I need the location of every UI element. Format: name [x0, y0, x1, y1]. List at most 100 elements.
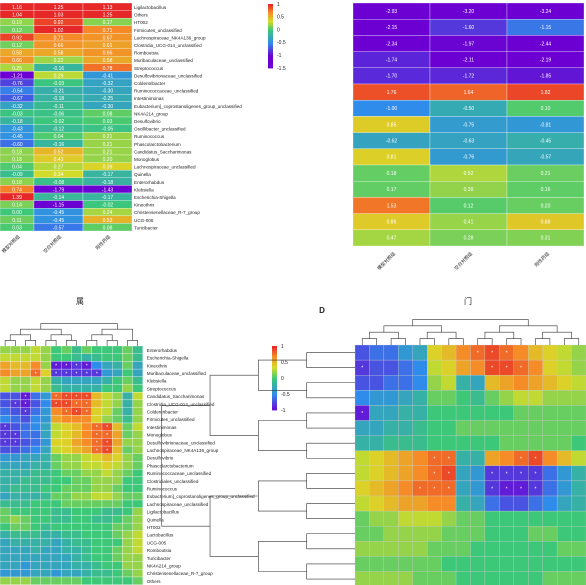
cell-value-label: -2.19 — [540, 58, 552, 64]
heatmap-cell — [30, 438, 41, 447]
heatmap-cell — [82, 223, 133, 232]
heatmap-cell — [10, 546, 21, 555]
significance-marker: * — [96, 441, 98, 447]
heatmap-cell — [71, 492, 82, 501]
dendrogram-link — [50, 334, 72, 341]
heatmap-cell — [112, 484, 123, 493]
heatmap-cell — [571, 465, 586, 482]
heatmap-cell — [528, 556, 543, 572]
heatmap-cell — [571, 450, 586, 466]
heatmap-cell — [91, 499, 103, 508]
heatmap-cell — [40, 499, 52, 508]
heatmap-cell — [441, 344, 457, 361]
heatmap-cell — [112, 438, 123, 447]
colorbar-segment — [272, 394, 277, 396]
cell-value-label: 0.19 — [12, 20, 22, 26]
heatmap-cell — [10, 569, 21, 578]
heatmap-cell — [20, 469, 31, 478]
heatmap-cell — [71, 553, 82, 562]
heatmap-cell — [383, 556, 399, 572]
heatmap-cell — [542, 435, 558, 451]
heatmap-cell — [528, 405, 543, 421]
heatmap-cell — [499, 510, 514, 527]
heatmap-cell — [101, 345, 113, 354]
heatmap-cell — [427, 571, 442, 585]
heatmap-cell — [30, 399, 41, 408]
heatmap-cell — [513, 526, 529, 542]
heatmap-cell — [528, 390, 543, 406]
cell-value-label: -3.24 — [540, 9, 552, 15]
heatmap-cell — [10, 376, 21, 385]
heatmap-cell — [61, 461, 72, 470]
heatmap-cell — [369, 526, 385, 542]
cell-value-label: -0.18 — [11, 119, 23, 125]
heatmap-cell — [10, 368, 21, 377]
heatmap-cell — [91, 415, 103, 424]
colorbar-segment — [272, 400, 277, 403]
row-label: Candidatus_Saccharimonas — [134, 149, 192, 154]
heatmap-cell — [112, 530, 123, 539]
dendrogram-link — [484, 331, 515, 339]
cell-value-label: 0.88 — [541, 220, 551, 226]
heatmap-cell — [427, 495, 442, 512]
heatmap-cell — [383, 435, 399, 451]
heatmap-cell — [81, 576, 92, 585]
heatmap-cell — [122, 538, 133, 547]
cell-value-label: 1.39 — [12, 195, 22, 201]
heatmap-cell — [81, 430, 92, 439]
heatmap-cell — [101, 561, 113, 570]
heatmap-cell — [30, 515, 41, 524]
colorbar-segment — [268, 29, 273, 32]
heatmap-cell — [398, 510, 413, 527]
row-label: Turicibacter — [134, 225, 158, 230]
heatmap-cell — [50, 499, 62, 508]
row-label: Romboutsia — [134, 51, 159, 56]
heatmap-cell — [71, 538, 82, 547]
heatmap-cell — [20, 476, 31, 485]
heatmap-cell — [50, 538, 62, 547]
heatmap-cell — [354, 344, 370, 361]
heatmap-cell — [354, 435, 370, 451]
heatmap-cell — [470, 435, 486, 451]
heatmap-cell — [354, 541, 370, 557]
heatmap-cell — [81, 569, 92, 578]
cell-value-label: -0.16 — [53, 66, 65, 72]
heatmap-cell — [132, 353, 143, 362]
colorbar-tick: -1.5 — [277, 66, 286, 72]
heatmap-cell — [427, 541, 442, 557]
heatmap-cell — [427, 435, 442, 451]
heatmap-cell — [112, 492, 123, 501]
significance-marker: * — [520, 456, 522, 462]
cell-value-label: -0.25 — [102, 96, 114, 102]
heatmap-cell — [30, 546, 41, 555]
heatmap-cell — [10, 469, 21, 478]
colorbar-segment — [268, 13, 273, 16]
colorbar-segment — [268, 28, 273, 30]
heatmap-cell — [71, 384, 82, 393]
heatmap-cell — [101, 376, 113, 385]
heatmap-cell — [412, 375, 428, 391]
heatmap-cell — [556, 571, 572, 585]
significance-marker: * — [65, 394, 67, 400]
heatmap-cell — [412, 541, 428, 557]
cell-value-label: -0.05 — [102, 127, 114, 133]
cell-value-label: -1.74 — [386, 58, 398, 64]
row-label: Ligilactobacillus — [134, 5, 167, 10]
heatmap-cell — [132, 376, 143, 385]
heatmap-cell — [112, 368, 123, 377]
row-label: Ruminococcaceae_unclassified — [147, 471, 212, 476]
heatmap-cell — [50, 345, 62, 354]
heatmap-cell — [40, 353, 52, 362]
heatmap-cell — [484, 510, 500, 527]
heatmap-cell — [542, 390, 558, 406]
colorbar-segment — [268, 40, 273, 43]
heatmap-cell — [50, 353, 62, 362]
heatmap-cell — [412, 420, 428, 436]
colorbar-segment — [268, 44, 273, 46]
heatmap-cell — [40, 345, 52, 354]
heatmap-cell — [499, 450, 514, 466]
heatmap-cell — [122, 561, 133, 570]
heatmap-cell — [0, 453, 11, 462]
heatmap-cell — [10, 384, 21, 393]
cell-value-label: -0.17 — [102, 195, 114, 201]
